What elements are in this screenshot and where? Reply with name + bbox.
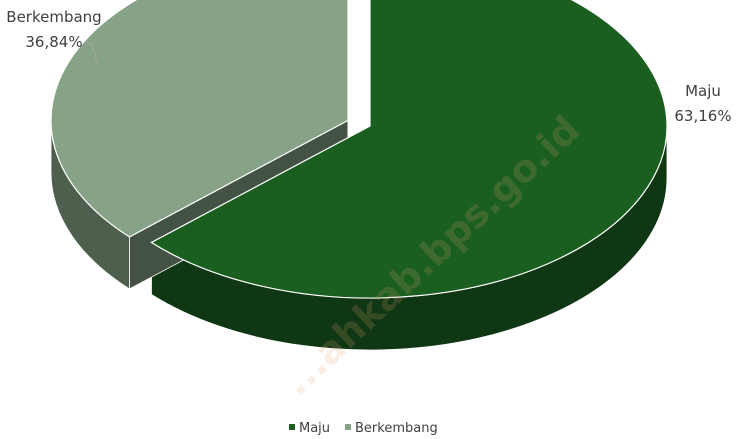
data-label-maju-value: 63,16% — [674, 107, 731, 125]
data-label-berkembang: Berkembang 36,84% — [6, 8, 101, 51]
slice-top-berkembang — [50, 0, 349, 238]
legend-item-maju: Maju — [289, 421, 330, 436]
slice-top-maju — [150, 0, 668, 299]
data-label-berkembang-value: 36,84% — [25, 33, 82, 51]
leader-line-berkembang — [85, 41, 99, 67]
legend-swatch-maju — [289, 424, 295, 430]
legend-item-berkembang: Berkembang — [345, 421, 438, 436]
legend: Maju Berkembang — [289, 421, 438, 436]
data-label-maju-name: Maju — [685, 82, 721, 100]
legend-swatch-berkembang — [345, 424, 351, 430]
data-label-berkembang-name: Berkembang — [6, 8, 101, 26]
data-label-maju: Maju 63,16% — [674, 82, 731, 125]
legend-label-maju: Maju — [299, 421, 330, 436]
legend-label-berkembang: Berkembang — [355, 421, 438, 436]
pie-plot-area — [50, 0, 668, 351]
